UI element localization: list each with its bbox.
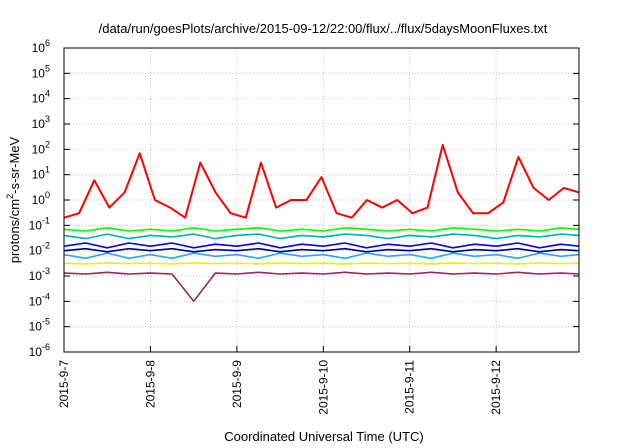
series-line-2 [63, 227, 580, 232]
series-line-5 [63, 247, 580, 253]
y-tick-exponent: -4 [42, 291, 50, 301]
y-tick-exponent: -2 [42, 241, 50, 251]
series-line-1 [63, 143, 580, 219]
y-tick-label: 101 [32, 165, 50, 182]
y-tick-exponent: 2 [45, 139, 50, 149]
y-axis-label-exp: 2 [5, 194, 15, 199]
x-tick-label: 2015-9-10 [316, 360, 330, 415]
y-axis-label-rest: -s-sr-MeV [7, 136, 22, 193]
grid [63, 47, 579, 353]
y-tick-label: 106 [32, 38, 50, 55]
plot-frame [63, 47, 580, 353]
chart-title: /data/run/goesPlots/archive/2015-09-12/2… [99, 21, 548, 36]
y-tick-base: 10 [32, 168, 46, 182]
series-line-4 [63, 242, 580, 249]
y-tick-base: 10 [29, 320, 43, 334]
y-tick-label: 100 [32, 190, 50, 207]
y-tick-exponent: 3 [45, 114, 50, 124]
y-axis-label: protons/cm2-s-sr-MeV [5, 136, 22, 263]
y-tick-label: 104 [32, 89, 50, 106]
x-tick-label: 2015-9-11 [403, 360, 417, 414]
y-tick-label: 105 [32, 63, 50, 80]
y-tick-labels: 10610510410310210110010-110-210-310-410-… [29, 38, 50, 359]
y-tick-exponent: 0 [45, 190, 50, 200]
y-tick-exponent: -1 [42, 215, 50, 225]
y-tick-exponent: 1 [45, 165, 50, 175]
y-tick-base: 10 [32, 66, 46, 80]
series-line-8 [63, 271, 580, 303]
axis-ticks [63, 47, 579, 353]
y-axis-label-unit: protons/cm [7, 199, 22, 263]
y-tick-base: 10 [32, 41, 46, 55]
y-tick-label: 10-3 [29, 266, 50, 283]
y-tick-base: 10 [32, 193, 46, 207]
series-lines [63, 143, 580, 303]
y-tick-label: 10-1 [29, 215, 50, 232]
y-tick-base: 10 [32, 117, 46, 131]
y-tick-label: 10-5 [29, 317, 50, 334]
y-tick-exponent: -6 [42, 342, 50, 352]
series-line-6 [63, 252, 580, 260]
x-tick-label: 2015-9-8 [143, 360, 157, 408]
x-axis-label: Coordinated Universal Time (UTC) [224, 429, 423, 444]
y-tick-base: 10 [29, 218, 43, 232]
y-tick-base: 10 [32, 142, 46, 156]
y-tick-base: 10 [32, 92, 46, 106]
x-tick-labels: 2015-9-7 2015-9-8 2015-9-9 2015-9-10 2015-9-… [57, 360, 503, 415]
y-tick-label: 10-2 [29, 241, 50, 258]
y-tick-label: 10-4 [29, 291, 50, 308]
y-tick-exponent: -5 [42, 317, 50, 327]
y-tick-exponent: 6 [45, 38, 50, 48]
series-line-3 [63, 233, 580, 240]
y-tick-label: 102 [32, 139, 50, 156]
series-line-7 [63, 262, 580, 265]
y-tick-label: 10-6 [29, 342, 50, 359]
y-tick-base: 10 [29, 345, 43, 359]
y-tick-exponent: 5 [45, 63, 50, 73]
x-tick-label: 2015-9-7 [57, 360, 71, 408]
y-tick-base: 10 [29, 244, 43, 258]
y-tick-exponent: 4 [45, 89, 50, 99]
y-tick-base: 10 [29, 269, 43, 283]
x-tick-label: 2015-9-12 [489, 360, 503, 415]
y-tick-base: 10 [29, 294, 43, 308]
x-tick-label: 2015-9-9 [230, 360, 244, 408]
y-tick-exponent: -3 [42, 266, 50, 276]
y-tick-label: 103 [32, 114, 50, 131]
